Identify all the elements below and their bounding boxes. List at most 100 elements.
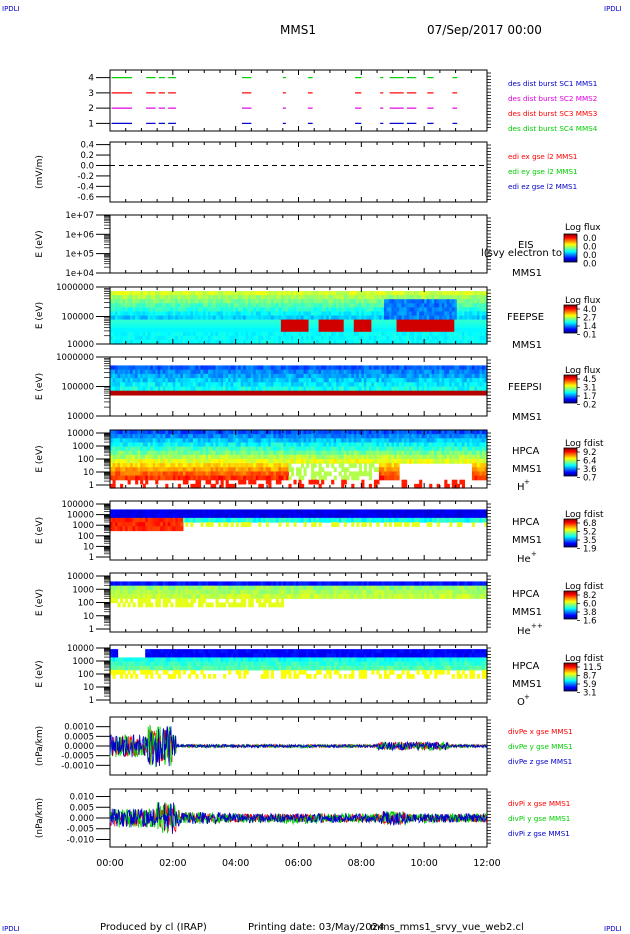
feepsi-panel-cell (137, 382, 141, 388)
hpca-h-panel-cell (471, 459, 476, 464)
feepse-panel-cell (308, 295, 312, 300)
feepse-panel-cell (268, 303, 272, 308)
feepsi-panel-cell (175, 369, 179, 375)
feepse-panel-cell (469, 327, 473, 333)
hpca-h-panel-cell (210, 450, 214, 456)
hpca-h-panel-cell (243, 446, 247, 452)
hpca-h-panel-cell (404, 442, 408, 448)
hpca-h-panel-cell (230, 430, 234, 435)
hpca-he-panel-cell (185, 522, 189, 527)
hpca-h-panel-cell (361, 479, 365, 485)
feepse-panel-cell (208, 319, 212, 325)
feepse-panel-cell (461, 335, 465, 341)
feepsi-panel-cell (474, 386, 478, 392)
feepse-panel-cell (290, 291, 295, 296)
feepse-panel-cell (208, 315, 212, 321)
feepse-panel-cell (471, 299, 476, 304)
feepse-panel-cell (441, 303, 445, 308)
hpca-h-panel-cell (321, 430, 325, 435)
hpca-h-panel-cell (135, 463, 139, 468)
feepse-panel-cell (228, 315, 232, 321)
hpca-he-panel-cell (160, 526, 164, 532)
hpca-h-panel-cell (295, 442, 300, 448)
hpca-h-panel-cell (185, 467, 189, 473)
feepse-panel-cell (253, 295, 257, 300)
hpca-h-panel-cell (200, 438, 204, 444)
feepsi-panel-cell (353, 386, 357, 392)
hpca-he-panel-cell (157, 526, 161, 532)
feepsi-panel-cell (331, 386, 335, 392)
feepse-panel-cell (371, 291, 375, 296)
hpca-h-panel-cell (476, 459, 481, 464)
hpca-h-panel-cell (253, 434, 257, 439)
feepse-panel-cell (115, 335, 119, 341)
hpca-h-panel-cell (130, 450, 134, 456)
feepse-panel-cell (283, 303, 287, 308)
feepse-panel-cell (293, 291, 297, 296)
feepsi-panel-instrument: FEEPSI (508, 382, 542, 393)
feepse-panel-cell (175, 311, 179, 317)
feepse-panel-cell (318, 327, 322, 333)
feepsi-panel-cell (152, 390, 156, 396)
feepse-panel-cell (316, 295, 320, 300)
feepse-panel-cell (441, 315, 445, 321)
hpca-h-panel-cell (213, 454, 217, 460)
feepse-panel-cell (373, 339, 378, 345)
hpca-h-panel-cell (288, 450, 292, 456)
hpca-h-panel-cell (200, 446, 204, 452)
hpca-h-panel-cell (303, 430, 307, 435)
feepse-panel-cell (162, 315, 166, 321)
feepsi-panel-cell (436, 369, 440, 375)
feepse-panel-cell (228, 303, 232, 308)
hpca-h-panel-cell (333, 454, 337, 460)
feepse-panel-cell (132, 339, 136, 345)
feepse-panel-cell (313, 339, 317, 345)
feepse-panel-cell (110, 315, 114, 321)
hpca-h-panel-cell (338, 430, 342, 435)
feepse-panel-cell (213, 331, 217, 337)
feepse-panel-cell (464, 339, 468, 345)
feepsi-panel-cell (459, 382, 463, 388)
feepsi-panel-cell (466, 373, 471, 379)
hpca-h-panel-cell (152, 454, 156, 460)
feepse-panel-cell (484, 315, 488, 321)
feepsi-panel-cell (454, 390, 458, 396)
feepse-panel-cell (391, 295, 395, 300)
feepsi-panel-cell (316, 369, 320, 375)
hpca-he-panel-cell (185, 509, 189, 515)
hpca-h-panel-cell (218, 459, 222, 464)
feepsi-panel-cell (381, 382, 385, 388)
feepsi-panel-cell (421, 390, 425, 396)
hpca-h-panel-cell (125, 438, 129, 444)
feepse-panel-cell (145, 331, 149, 337)
feepsi-panel-cell (135, 373, 139, 379)
feepsi-panel-cell (177, 369, 181, 375)
hpca-h-panel-cell (298, 450, 302, 456)
hpca-h-panel-cell (235, 454, 239, 460)
feepse-panel-cell (353, 315, 357, 321)
feepsi-panel-cell (363, 365, 367, 371)
hpca-h-panel-cell (441, 438, 445, 444)
hpca-h-panel-cell (208, 450, 212, 456)
feepsi-panel-cell (218, 373, 222, 379)
feepse-panel-cell (195, 331, 199, 337)
feepse-panel-cell (348, 339, 352, 345)
feepsi-panel-cell (479, 386, 483, 392)
feepse-panel-cell (464, 303, 468, 308)
feepse-panel-cell (250, 307, 254, 313)
hpca-h-panel-cell (157, 446, 161, 452)
feepse-panel-cell (436, 315, 440, 321)
hpca-h-panel-cell (243, 434, 247, 439)
feepse-panel-cell (363, 315, 367, 321)
hpca-h-panel-cell (466, 446, 471, 452)
feepse-panel-cell (466, 303, 471, 308)
feepse-panel-cell (263, 331, 267, 337)
hpca-h-panel-cell (459, 479, 463, 485)
feepse-panel-cell (439, 339, 443, 345)
hpca-h-panel-cell (356, 434, 360, 439)
feepse-panel-cell (396, 315, 400, 321)
feepse-panel-cell (414, 335, 418, 341)
feepse-panel-cell (439, 315, 443, 321)
feepse-panel-cell (270, 295, 274, 300)
feepse-panel-cell (240, 319, 244, 325)
